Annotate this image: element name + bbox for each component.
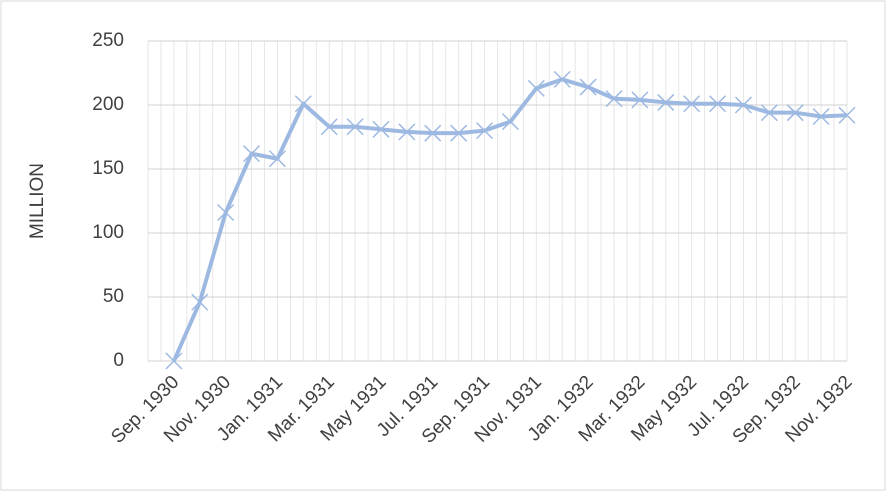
point-marker — [501, 113, 519, 131]
point-marker — [527, 79, 545, 97]
y-tick-label: 250 — [92, 30, 124, 51]
point-marker — [838, 106, 856, 124]
point-marker — [605, 90, 623, 108]
y-axis-label: MILLION — [27, 163, 48, 239]
y-tick-label: 150 — [92, 158, 124, 179]
y-tick-label: 0 — [113, 350, 124, 371]
point-marker — [268, 150, 286, 168]
point-marker — [424, 124, 442, 142]
y-tick-label: 100 — [92, 222, 124, 243]
point-marker — [320, 118, 338, 136]
point-marker — [709, 95, 727, 113]
point-marker — [217, 203, 235, 222]
point-marker — [243, 145, 261, 163]
point-marker — [786, 104, 804, 122]
point-marker — [346, 118, 364, 136]
point-marker — [372, 120, 390, 138]
point-marker — [398, 123, 416, 141]
point-marker — [657, 93, 675, 111]
point-marker — [476, 122, 494, 140]
point-marker — [631, 91, 649, 109]
y-tick-label: 50 — [103, 286, 124, 307]
point-marker — [579, 78, 597, 96]
point-marker — [294, 95, 312, 113]
point-marker — [165, 352, 183, 370]
point-marker — [450, 124, 468, 142]
point-marker — [760, 104, 778, 122]
point-marker — [734, 96, 752, 114]
point-marker — [191, 293, 209, 311]
point-marker — [553, 70, 571, 88]
point-marker — [683, 95, 701, 113]
point-marker — [812, 107, 830, 126]
y-tick-label: 200 — [92, 94, 124, 115]
